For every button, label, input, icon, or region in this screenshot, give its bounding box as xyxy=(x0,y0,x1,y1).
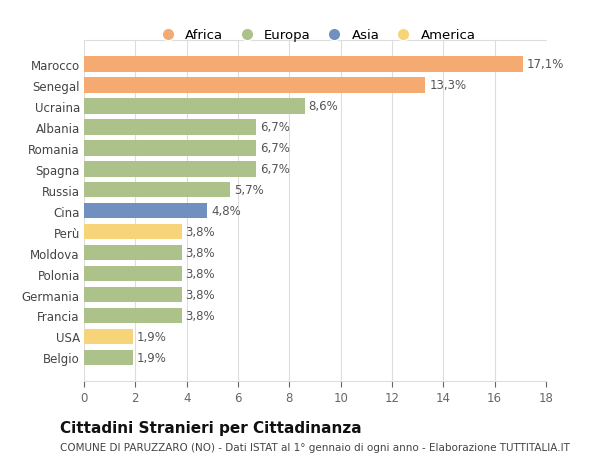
Text: 4,8%: 4,8% xyxy=(211,205,241,218)
Text: COMUNE DI PARUZZARO (NO) - Dati ISTAT al 1° gennaio di ogni anno - Elaborazione : COMUNE DI PARUZZARO (NO) - Dati ISTAT al… xyxy=(60,442,570,452)
Text: 6,7%: 6,7% xyxy=(260,121,290,134)
Bar xyxy=(84,329,133,345)
Bar xyxy=(84,266,182,282)
Text: 3,8%: 3,8% xyxy=(185,246,215,259)
Bar xyxy=(84,245,182,261)
Bar xyxy=(84,224,182,240)
Text: 1,9%: 1,9% xyxy=(137,351,166,364)
Bar xyxy=(84,162,256,177)
Text: 3,8%: 3,8% xyxy=(185,288,215,302)
Legend: Africa, Europa, Asia, America: Africa, Europa, Asia, America xyxy=(149,24,481,48)
Bar xyxy=(84,140,256,156)
Text: 6,7%: 6,7% xyxy=(260,142,290,155)
Bar xyxy=(84,119,256,135)
Text: 3,8%: 3,8% xyxy=(185,268,215,280)
Bar xyxy=(84,203,207,219)
Bar xyxy=(84,308,182,324)
Bar xyxy=(84,99,305,114)
Bar xyxy=(84,78,425,93)
Text: 3,8%: 3,8% xyxy=(185,225,215,239)
Bar xyxy=(84,287,182,303)
Text: 1,9%: 1,9% xyxy=(137,330,166,343)
Text: 8,6%: 8,6% xyxy=(308,100,338,113)
Text: 17,1%: 17,1% xyxy=(527,58,564,71)
Bar xyxy=(84,350,133,365)
Text: Cittadini Stranieri per Cittadinanza: Cittadini Stranieri per Cittadinanza xyxy=(60,420,362,435)
Text: 13,3%: 13,3% xyxy=(429,79,466,92)
Text: 5,7%: 5,7% xyxy=(234,184,264,197)
Bar xyxy=(84,182,230,198)
Text: 6,7%: 6,7% xyxy=(260,163,290,176)
Text: 3,8%: 3,8% xyxy=(185,309,215,322)
Bar xyxy=(84,57,523,73)
